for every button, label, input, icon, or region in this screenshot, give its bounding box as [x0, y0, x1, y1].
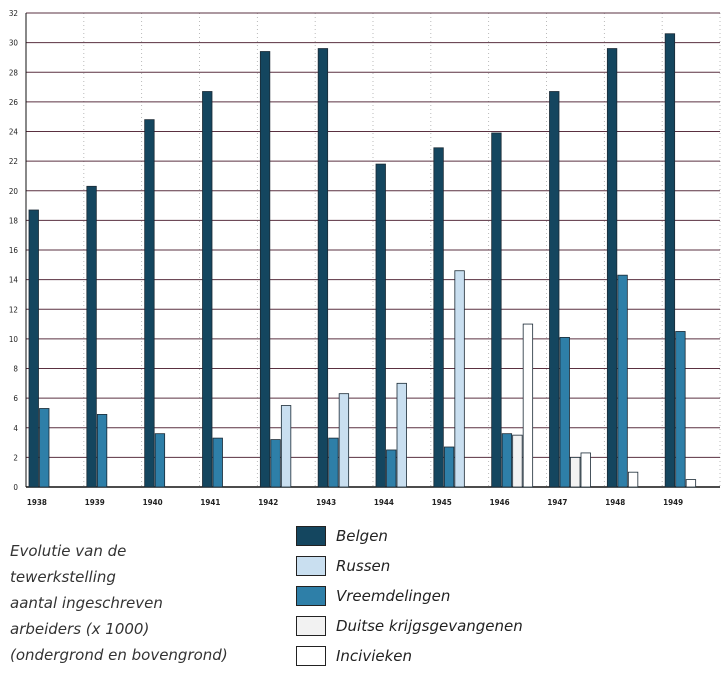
x-tick-label: 1943: [316, 498, 336, 507]
y-tick-label: 12: [9, 305, 18, 314]
legend-item-incivieken: Incivieken: [296, 642, 523, 670]
bar-belgen-1949: [664, 33, 676, 488]
caption-line: Evolutie van de: [10, 542, 127, 560]
y-tick-label: 6: [13, 394, 18, 403]
bar-belgen-1947: [549, 91, 560, 488]
x-tick-label: 1949: [663, 498, 683, 507]
bar-belgen-1946: [491, 132, 502, 488]
x-tick-label: 1948: [605, 498, 625, 507]
y-tick-label: 22: [9, 157, 18, 166]
bar-belgen-1941: [202, 91, 213, 488]
x-tick-label: 1940: [143, 498, 163, 507]
bar-vreemdelingen-1940: [154, 433, 166, 488]
legend-label: Incivieken: [336, 647, 413, 665]
legend-swatch: [296, 556, 326, 576]
caption-line: tewerkstelling: [10, 568, 116, 586]
legend-swatch: [296, 586, 326, 606]
bar-incivieken-1949: [685, 479, 697, 488]
bar-vreemdelingen-1947: [559, 336, 570, 488]
bar-belgen-1939: [86, 185, 97, 488]
y-tick-label: 4: [13, 424, 18, 433]
bar-vreemdelingen-1944: [386, 449, 397, 488]
y-tick-label: 20: [9, 187, 19, 196]
y-tick-label: 18: [9, 216, 19, 225]
bar-russen-1944: [396, 382, 407, 488]
bar-vreemdelingen-1942: [270, 439, 281, 488]
bar-incivieken-1946: [522, 323, 534, 488]
x-tick-label: 1944: [374, 498, 394, 507]
caption-line: arbeiders (x 1000): [10, 620, 150, 638]
legend-label: Vreemdelingen: [336, 587, 451, 605]
y-tick-label: 14: [9, 276, 19, 285]
x-tick-label: 1945: [432, 498, 452, 507]
legend-label: Duitse krijgsgevangenen: [336, 617, 523, 635]
bar-duitse-krijgsgevangenen-1947: [570, 456, 581, 488]
caption-line: aantal ingeschreven: [10, 594, 163, 612]
legend-item-vreemdelingen: Vreemdelingen: [296, 582, 523, 610]
bar-vreemdelingen-1939: [96, 414, 108, 488]
bar-incivieken-1947: [580, 452, 591, 488]
y-tick-label: 24: [9, 128, 19, 137]
legend-item-russen: Russen: [296, 552, 523, 580]
bar-belgen-1942: [259, 51, 271, 488]
bar-vreemdelingen-1941: [212, 437, 223, 488]
bar-russen-1943: [338, 393, 350, 488]
legend-swatch: [296, 616, 326, 636]
bar-vreemdelingen-1945: [443, 446, 455, 488]
bar-incivieken-1948: [627, 471, 639, 488]
y-tick-label: 30: [9, 39, 19, 48]
y-tick-label: 2: [13, 453, 18, 462]
bar-belgen-1945: [433, 147, 444, 488]
chart-caption: Evolutie van de tewerkstelling aantal in…: [10, 538, 280, 668]
legend-swatch: [296, 646, 326, 666]
legend-item-belgen: Belgen: [296, 522, 523, 550]
y-tick-label: 0: [13, 483, 18, 492]
y-tick-label: 10: [9, 335, 19, 344]
bar-russen-1942: [280, 405, 292, 488]
bar-duitse-krijgsgevangenen-1946: [512, 434, 523, 488]
bar-vreemdelingen-1949: [675, 331, 686, 488]
x-tick-label: 1946: [490, 498, 510, 507]
bar-russen-1945: [454, 270, 465, 488]
x-tick-label: 1941: [200, 498, 220, 507]
bar-belgen-1940: [144, 119, 155, 488]
y-tick-label: 26: [9, 98, 19, 107]
bar-vreemdelingen-1946: [501, 433, 513, 488]
legend-swatch: [296, 526, 326, 546]
legend-label: Russen: [336, 557, 391, 575]
y-tick-label: 8: [13, 365, 18, 374]
chart-legend: Belgen Russen Vreemdelingen Duitse krijg…: [296, 522, 523, 672]
x-tick-label: 1939: [85, 498, 105, 507]
y-tick-label: 32: [9, 9, 18, 18]
bar-belgen-1943: [317, 48, 329, 488]
bar-vreemdelingen-1938: [39, 408, 50, 488]
legend-item-duitse-krijgsgevangenen: Duitse krijgsgevangenen: [296, 612, 523, 640]
y-tick-label: 16: [9, 246, 19, 255]
bar-belgen-1948: [606, 48, 618, 488]
x-tick-label: 1938: [27, 498, 47, 507]
bar-vreemdelingen-1948: [617, 274, 628, 488]
y-tick-label: 28: [9, 68, 19, 77]
caption-line: (ondergrond en bovengrond): [10, 646, 228, 664]
legend-label: Belgen: [336, 527, 388, 545]
bar-vreemdelingen-1943: [328, 437, 339, 488]
bar-belgen-1944: [375, 163, 386, 488]
x-tick-label: 1947: [547, 498, 567, 507]
bar-belgen-1938: [28, 209, 39, 488]
x-tick-label: 1942: [258, 498, 278, 507]
